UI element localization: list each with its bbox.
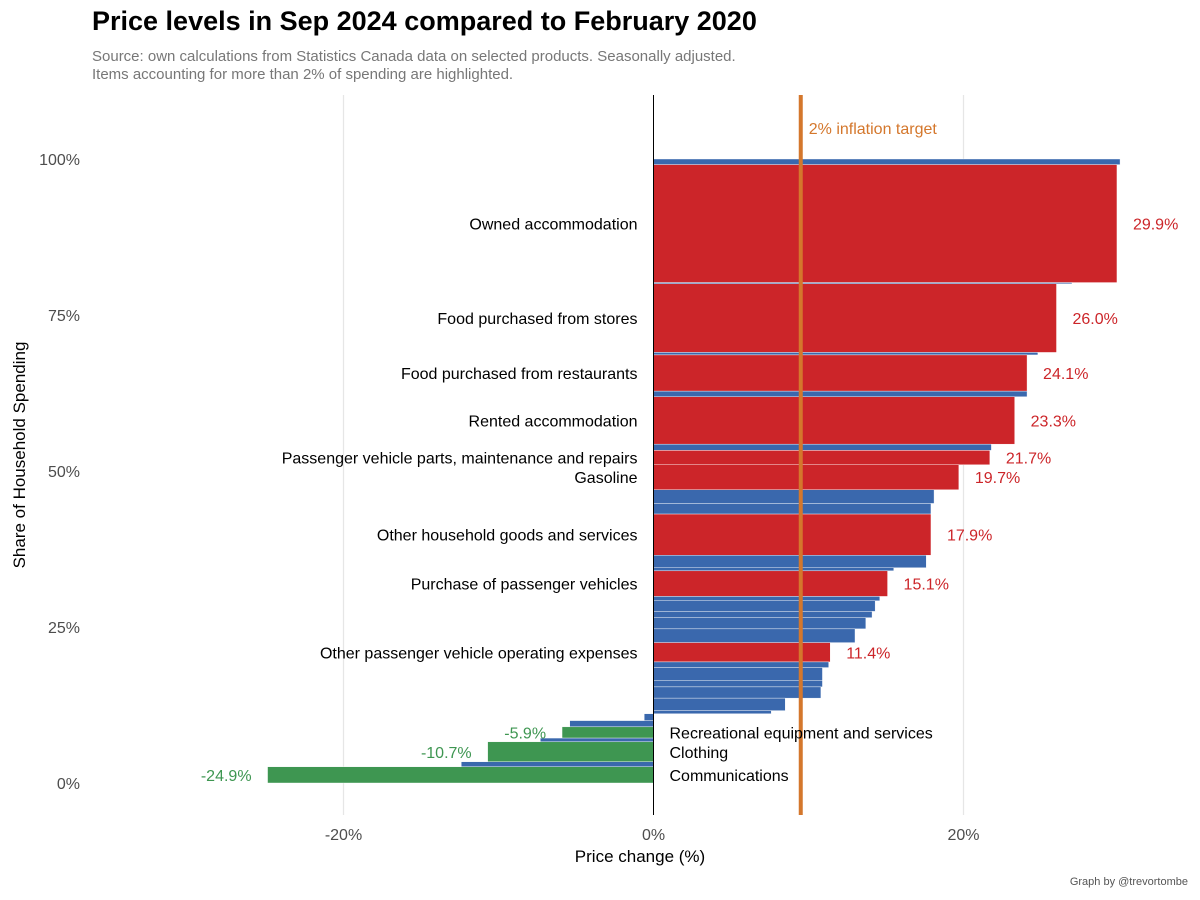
highlighted-bar bbox=[487, 741, 654, 762]
y-tick-label: 100% bbox=[39, 152, 80, 169]
bar bbox=[653, 697, 786, 711]
highlighted-bar bbox=[653, 354, 1028, 392]
value-label: -10.7% bbox=[421, 745, 472, 762]
bar bbox=[653, 710, 772, 714]
highlighted-bar bbox=[653, 164, 1118, 283]
bar bbox=[653, 667, 823, 681]
chart-subtitle-source: Source: own calculations from Statistics… bbox=[92, 48, 736, 65]
value-label: -24.9% bbox=[201, 768, 252, 785]
highlighted-bar bbox=[267, 766, 654, 784]
value-label: 23.3% bbox=[1031, 413, 1076, 430]
x-tick-label: 20% bbox=[947, 827, 979, 844]
y-tick-label: 75% bbox=[48, 308, 80, 325]
value-label: 19.7% bbox=[975, 470, 1020, 487]
highlighted-bar bbox=[561, 726, 654, 739]
y-axis-title: Share of Household Spending bbox=[10, 342, 29, 569]
x-axis-title: Price change (%) bbox=[575, 847, 705, 866]
bar bbox=[653, 680, 823, 688]
bar bbox=[653, 567, 894, 572]
x-tick-label: -20% bbox=[325, 827, 362, 844]
category-label: Other household goods and services bbox=[377, 528, 638, 545]
axes: -20% 0% 20% 0% 25% 50% 75% 100% Price change (%)… bbox=[10, 95, 980, 866]
x-tick-label: 0% bbox=[642, 827, 665, 844]
category-label: Gasoline bbox=[574, 470, 637, 487]
value-label: 15.1% bbox=[904, 577, 949, 594]
value-label: 17.9% bbox=[947, 528, 992, 545]
category-label: Recreational equipment and services bbox=[670, 725, 933, 742]
highlighted-bar bbox=[653, 513, 932, 556]
value-label: -5.9% bbox=[504, 725, 546, 742]
bar bbox=[653, 489, 935, 504]
highlighted-bar bbox=[653, 642, 831, 663]
bars bbox=[267, 158, 1121, 784]
bar bbox=[644, 713, 654, 721]
bar bbox=[653, 443, 992, 451]
bar-labels: Owned accommodation 29.9% Food purchased f… bbox=[201, 217, 1178, 785]
value-label: 24.1% bbox=[1043, 366, 1088, 383]
category-label: Clothing bbox=[670, 745, 729, 762]
bar bbox=[569, 720, 654, 728]
chart-caption: Graph by @trevortombe bbox=[1069, 876, 1188, 888]
y-tick-label: 25% bbox=[48, 620, 80, 637]
bar bbox=[653, 503, 932, 515]
category-label: Food purchased from restaurants bbox=[401, 366, 638, 383]
chart-title: Price levels in Sep 2024 compared to Feb… bbox=[92, 6, 757, 36]
highlighted-bar bbox=[653, 450, 991, 465]
category-label: Rented accommodation bbox=[469, 413, 638, 430]
chart-subtitle-note: Items accounting for more than 2% of spe… bbox=[92, 66, 514, 83]
category-label: Passenger vehicle parts, maintenance and… bbox=[282, 451, 638, 468]
bar bbox=[653, 158, 1121, 165]
bar bbox=[653, 686, 822, 699]
bar bbox=[653, 617, 867, 630]
reference-line-group: 2% inflation target bbox=[798, 95, 938, 815]
y-tick-label: 0% bbox=[57, 776, 80, 793]
bar bbox=[653, 596, 881, 601]
inflation-target-label: 2% inflation target bbox=[809, 121, 938, 138]
category-label: Communications bbox=[670, 768, 789, 785]
bar bbox=[653, 555, 927, 568]
value-label: 11.4% bbox=[846, 645, 890, 662]
bar bbox=[461, 761, 654, 767]
bar bbox=[653, 600, 876, 612]
highlighted-bar bbox=[653, 570, 888, 597]
value-label: 29.9% bbox=[1133, 217, 1178, 234]
y-tick-label: 50% bbox=[48, 464, 80, 481]
highlighted-bar bbox=[653, 464, 960, 490]
value-label: 26.0% bbox=[1073, 311, 1118, 328]
highlighted-bar bbox=[653, 396, 1015, 445]
bar bbox=[653, 611, 873, 618]
bar bbox=[540, 737, 654, 743]
value-label: 21.7% bbox=[1006, 451, 1051, 468]
category-label: Purchase of passenger vehicles bbox=[411, 577, 638, 594]
category-label: Other passenger vehicle operating expens… bbox=[320, 645, 638, 662]
bar bbox=[653, 628, 856, 643]
category-label: Food purchased from stores bbox=[437, 311, 637, 328]
bar bbox=[653, 390, 1028, 397]
bar bbox=[653, 352, 1039, 356]
category-label: Owned accommodation bbox=[469, 217, 637, 234]
highlighted-bar bbox=[653, 283, 1057, 353]
